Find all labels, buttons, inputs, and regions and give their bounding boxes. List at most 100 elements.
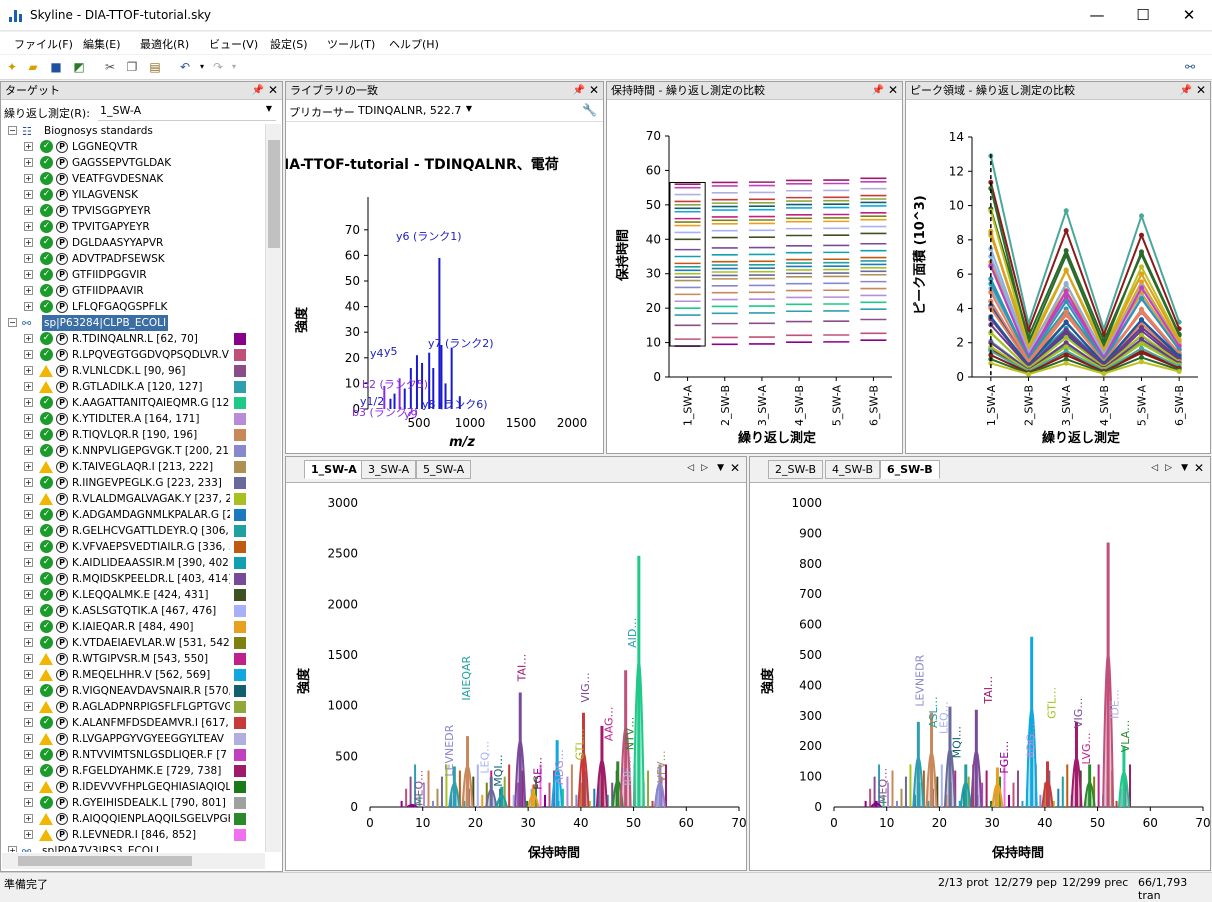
panel-close-icon[interactable]: ✕ [588, 83, 599, 97]
tree-item-peptide[interactable]: + ✓ P R.MQIDSKPEELDR.L [403, 414] [2, 571, 264, 587]
menu-tools[interactable]: ツール(T) [327, 38, 376, 51]
pin-icon[interactable]: 📌 [251, 85, 264, 96]
tree-item-peptide[interactable]: + P R.LEVNEDR.I [846, 852] [2, 827, 264, 843]
tree-item-standard[interactable]: + ✓ P GTFIIDPAAVIR [2, 283, 264, 299]
panel-close-icon[interactable]: ✕ [887, 83, 898, 97]
tree-item-standard[interactable]: + ✓ P DGLDAASYYAPVR [2, 235, 264, 251]
tab-3-sw-a[interactable]: 3_SW-A [361, 460, 417, 479]
open-folder-icon[interactable]: ▰ [28, 60, 38, 74]
expand-icon[interactable]: + [24, 222, 33, 231]
tree-item-peptide[interactable]: + ✓ P K.ASLSGTQTIK.A [467, 476] [2, 603, 264, 619]
tab-prev-icon[interactable]: ◁ [1151, 463, 1158, 473]
expand-icon[interactable]: + [24, 494, 33, 503]
tree-item-peptide[interactable]: + ✓ P R.VIGQNEAVDAVSNAIR.R [570, [2, 683, 264, 699]
copy-icon[interactable]: ❐ [126, 60, 138, 74]
tree-item-peptide[interactable]: + ✓ P K.NNPVLIGEPGVGK.T [200, 212] [2, 443, 264, 459]
tree-item-peptide[interactable]: + ✓ P R.TDINQALNR.L [62, 70] [2, 331, 264, 347]
pin-icon[interactable]: 📌 [871, 85, 884, 96]
expand-icon[interactable]: + [24, 814, 33, 823]
expand-icon[interactable]: + [24, 270, 33, 279]
tree-item-peptide[interactable]: + P R.VLNLCDK.L [90, 96] [2, 363, 264, 379]
redo-dropdown-icon[interactable]: ▾ [231, 62, 236, 71]
expand-icon[interactable]: + [24, 782, 33, 791]
tree-item-peptide[interactable]: + ✓ P K.AIDLIDEAASSIR.M [390, 402] [2, 555, 264, 571]
tab-6-sw-b[interactable]: 6_SW-B [880, 460, 940, 479]
undo-icon[interactable]: ↶ [179, 60, 191, 74]
scroll-thumb[interactable] [268, 140, 280, 248]
expand-icon[interactable]: + [24, 590, 33, 599]
tab-close-icon[interactable]: ✕ [729, 461, 740, 475]
tree-item-peptide[interactable]: + ✓ P R.IINGEVPEGLK.G [223, 233] [2, 475, 264, 491]
expand-icon[interactable]: + [24, 158, 33, 167]
tab-next-icon[interactable]: ▷ [1165, 463, 1172, 473]
tree-item-peptide[interactable]: + P R.IDEVVVFHPLGEQHIASIAQIQL [2, 779, 264, 795]
save-icon[interactable]: ■ [50, 60, 62, 74]
expand-icon[interactable]: + [24, 638, 33, 647]
menu-view[interactable]: ビュー(V) [209, 38, 259, 51]
expand-icon[interactable]: + [24, 286, 33, 295]
expand-icon[interactable]: + [24, 830, 33, 839]
tree-item-peptide[interactable]: + ✓ P K.VFVAEPSVEDTIAILR.G [336, 3 [2, 539, 264, 555]
expand-icon[interactable]: + [24, 238, 33, 247]
tree-item-peptide[interactable]: + ✓ P K.YTIDLTER.A [164, 171] [2, 411, 264, 427]
tree-vertical-scrollbar[interactable] [265, 124, 281, 852]
cut-icon[interactable]: ✂ [104, 60, 116, 74]
expand-icon[interactable]: + [24, 702, 33, 711]
expand-icon[interactable]: + [8, 846, 17, 852]
expand-icon[interactable]: + [24, 766, 33, 775]
close-button[interactable]: ✕ [1182, 6, 1196, 24]
tab-prev-icon[interactable]: ◁ [687, 463, 694, 473]
replicate-dropdown[interactable]: 1_SW-A ▼ [98, 102, 276, 121]
expand-icon[interactable]: + [24, 302, 33, 311]
collapse-icon[interactable]: − [8, 126, 17, 135]
expand-icon[interactable]: + [24, 798, 33, 807]
tree-item-standard[interactable]: + ✓ P LFLQFGAQGSPFLK [2, 299, 264, 315]
expand-icon[interactable]: + [24, 526, 33, 535]
tree-item-peptide[interactable]: + ✓ P R.FGELDYAHMK.E [729, 738] [2, 763, 264, 779]
paste-icon[interactable]: ▤ [149, 60, 161, 74]
tab-menu-icon[interactable]: ▼ [1181, 463, 1188, 473]
expand-icon[interactable]: + [24, 558, 33, 567]
expand-icon[interactable]: + [24, 622, 33, 631]
expand-icon[interactable]: + [24, 606, 33, 615]
expand-icon[interactable]: + [24, 382, 33, 391]
tab-1-sw-a[interactable]: 1_SW-A [304, 460, 364, 479]
wrench-icon[interactable]: 🔧 [582, 103, 597, 117]
expand-icon[interactable]: + [24, 142, 33, 151]
panel-close-icon[interactable]: ✕ [267, 83, 278, 97]
expand-icon[interactable]: + [24, 574, 33, 583]
menu-edit[interactable]: 編集(E) [83, 38, 121, 51]
tab-2-sw-b[interactable]: 2_SW-B [768, 460, 824, 479]
expand-icon[interactable]: + [24, 686, 33, 695]
tab-close-icon[interactable]: ✕ [1193, 461, 1204, 475]
collapse-icon[interactable]: − [8, 318, 17, 327]
tree-item-standard[interactable]: + ✓ P ADVTPADFSEWSK [2, 251, 264, 267]
expand-icon[interactable]: + [24, 174, 33, 183]
undo-dropdown-icon[interactable]: ▾ [199, 62, 204, 71]
tree-group-standards[interactable]: − ☷ Biognosys standards [2, 123, 264, 139]
expand-icon[interactable]: + [24, 254, 33, 263]
minimize-button[interactable]: — [1089, 6, 1105, 24]
tree-group-protein-2[interactable]: + ⚯ sp|P0A7V3|RS3_ECOLI [2, 843, 264, 852]
expand-icon[interactable]: + [24, 542, 33, 551]
tree-item-peptide[interactable]: + ✓ P R.GYEIHISDEALK.L [790, 801] [2, 795, 264, 811]
tree-item-standard[interactable]: + ✓ P LGGNEQVTR [2, 139, 264, 155]
pin-icon[interactable]: 📌 [1179, 85, 1192, 96]
tree-horizontal-scrollbar[interactable] [2, 853, 265, 869]
tree-item-peptide[interactable]: + ✓ P R.TIQVLQR.R [190, 196] [2, 427, 264, 443]
expand-icon[interactable]: + [24, 734, 33, 743]
expand-icon[interactable]: + [24, 430, 33, 439]
pin-icon[interactable]: 📌 [572, 85, 585, 96]
tree-item-peptide[interactable]: + ✓ P R.GELHCVGATTLDEYR.Q [306, [2, 523, 264, 539]
tree-item-standard[interactable]: + ✓ P VEATFGVDESNAK [2, 171, 264, 187]
tree-item-peptide[interactable]: + ✓ P K.ALANFMFDSDEAMVR.I [617, 6 [2, 715, 264, 731]
expand-icon[interactable]: + [24, 446, 33, 455]
tab-next-icon[interactable]: ▷ [701, 463, 708, 473]
redo-icon[interactable]: ↷ [212, 60, 224, 74]
tree-item-peptide[interactable]: + ✓ P R.LPQVEGTGGDVQPSQDLVR.V [2, 347, 264, 363]
tree-item-peptide[interactable]: + P R.GTLADILK.A [120, 127] [2, 379, 264, 395]
tree-item-standard[interactable]: + ✓ P GAGSSEPVTGLDAK [2, 155, 264, 171]
menu-file[interactable]: ファイル(F) [14, 38, 73, 51]
precursor-dropdown[interactable]: TDINQALNR, 522.7 ▼ [356, 102, 474, 120]
expand-icon[interactable]: + [24, 414, 33, 423]
